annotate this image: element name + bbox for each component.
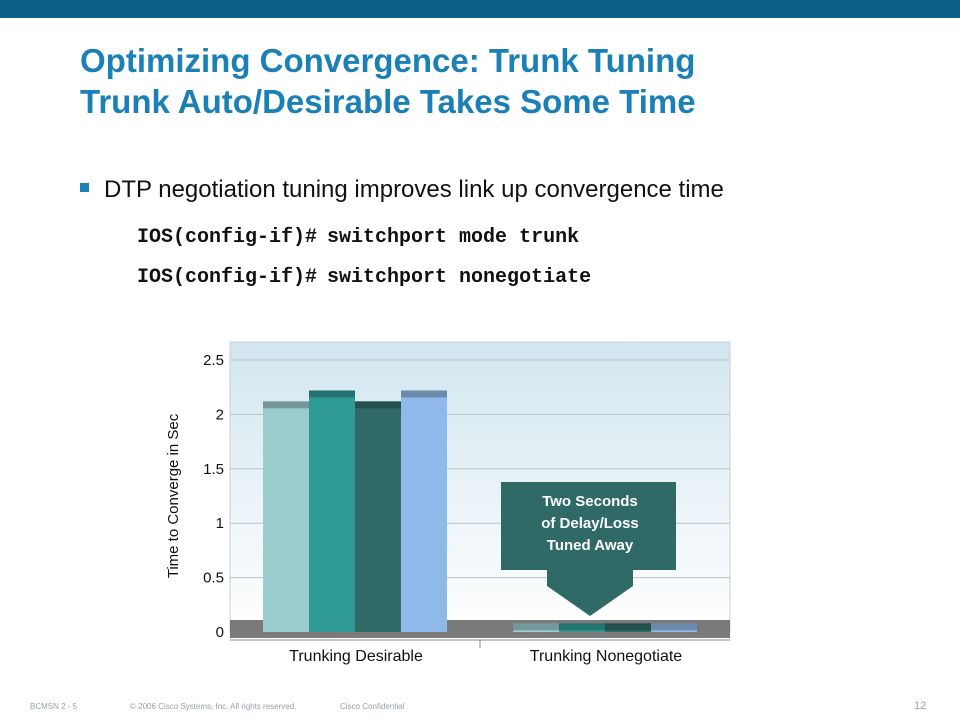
y-axis-label: Time to Converge in Sec [165,413,182,578]
bar-top-cap [309,390,355,398]
y-tick-labels: 0 0.5 1 1.5 2 2.5 [203,352,224,641]
footer-confidential: Cisco Confidential [340,702,405,711]
top-brand-bar [0,0,960,18]
bar [651,623,697,632]
bar [559,623,605,632]
bar [513,623,559,632]
square-bullet-icon [80,183,89,192]
bars [263,390,697,632]
bar-top-cap [513,623,559,631]
bar-top-cap [559,623,605,631]
bar-top-cap [355,401,401,409]
callout-arrow-shape [501,482,676,616]
code-command: switchport nonegotiate [327,266,592,289]
y-tick-label: 0.5 [203,570,224,587]
bar-top-cap [651,623,697,631]
footer-course-code: BCMSN 2 - 5 [30,702,78,711]
bar-top-cap [605,623,651,631]
code-line-1: IOS(config-if)# switchport mode trunk [137,226,579,249]
callout-line-3: Tuned Away [547,537,634,554]
x-category-label: Trunking Nonegotiate [530,648,682,665]
convergence-bar-chart: 00.511.522.5 Trunking Desirable Trunking … [165,341,731,665]
bar [605,623,651,632]
y-tick-label: 2.5 [203,352,224,369]
bar [309,390,355,632]
x-category-label: Trunking Desirable [289,648,423,665]
footer-copyright: © 2006 Cisco Systems, Inc. All rights re… [130,702,297,711]
title-line-1: Optimizing Convergence: Trunk Tuning [80,42,696,79]
code-prompt: IOS(config-if)# [137,266,318,289]
page-number: 12 [914,700,927,712]
code-line-2: IOS(config-if)# switchport nonegotiate [137,266,591,289]
title-line-2: Trunk Auto/Desirable Takes Some Time [80,83,696,120]
x-category-labels: Trunking Desirable Trunking Nonegotiate [230,639,730,665]
bar [401,390,447,632]
bar [263,401,309,632]
code-command: switchport mode trunk [327,226,580,249]
y-tick-label: 0 [216,624,224,641]
bar-top-cap [263,401,309,409]
callout-line-1: Two Seconds [542,493,638,510]
callout-line-2: of Delay/Loss [541,515,639,532]
bar-top-cap [401,390,447,398]
slide-title: Optimizing Convergence: Trunk Tuning Tru… [80,40,940,122]
bullet-text: DTP negotiation tuning improves link up … [104,176,724,203]
code-prompt: IOS(config-if)# [137,226,318,249]
y-tick-label: 1.5 [203,461,224,478]
callout-annotation: Two Seconds of Delay/Loss Tuned Away [501,482,676,616]
bar [355,401,401,632]
y-tick-label: 1 [216,515,224,532]
y-tick-label: 2 [216,406,224,423]
